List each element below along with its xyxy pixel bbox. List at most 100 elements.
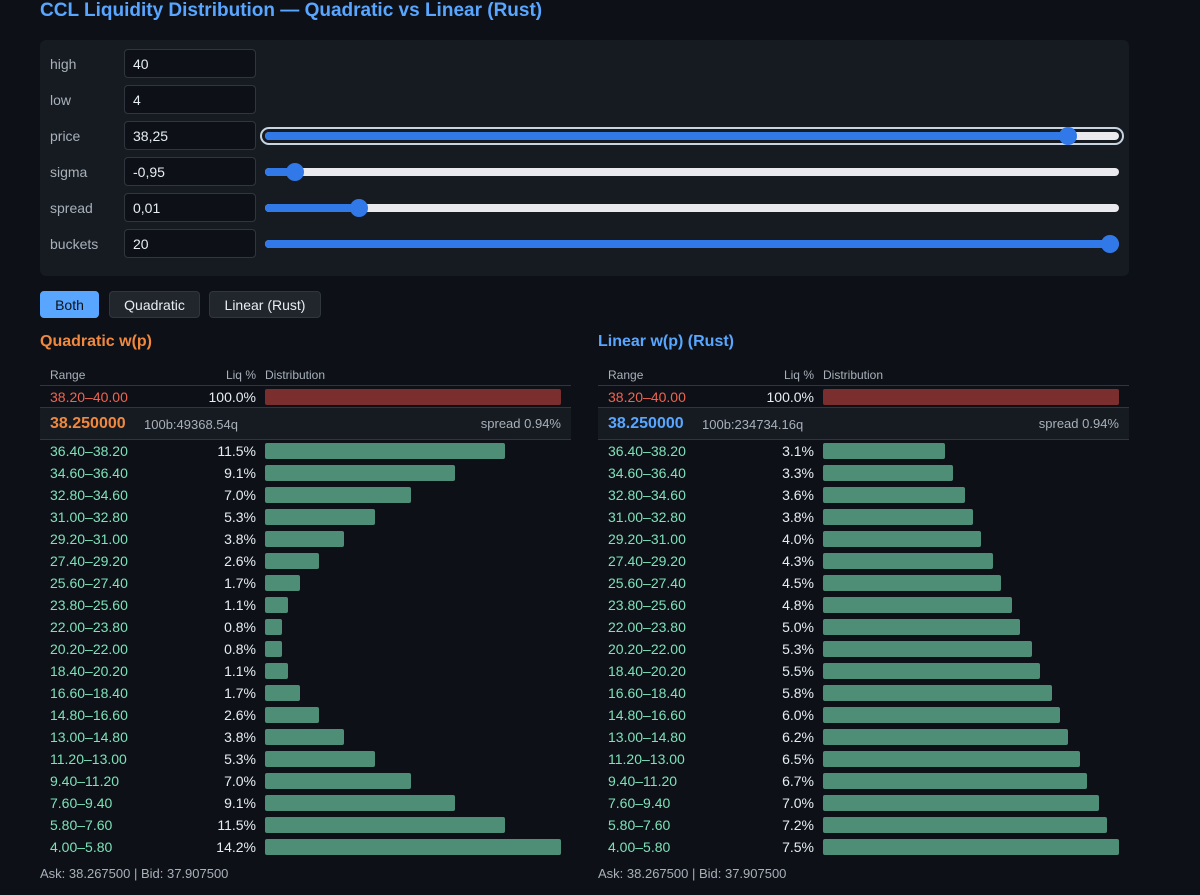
range-cell: 27.40–29.20	[50, 553, 128, 569]
table-row: 7.60–9.40 7.0%	[598, 792, 1129, 814]
distribution-bar	[823, 575, 1001, 591]
distribution-bar	[823, 553, 993, 569]
range-cell: 29.20–31.00	[50, 531, 128, 547]
view-both-button[interactable]: Both	[40, 291, 99, 318]
distribution-bar	[265, 817, 505, 833]
distribution-bar	[823, 817, 1107, 833]
table-row: 9.40–11.20 7.0%	[40, 770, 571, 792]
range-cell: 4.00–5.80	[608, 839, 671, 855]
table-row: 23.80–25.60 4.8%	[598, 594, 1129, 616]
quadratic-panel: Quadratic w(p) Range Liq % Distribution …	[40, 330, 571, 858]
liq-pct-cell: 11.5%	[217, 443, 256, 459]
liq-pct-cell: 4.8%	[782, 597, 814, 613]
range-cell: 18.40–20.20	[608, 663, 686, 679]
spread-input[interactable]	[124, 193, 256, 222]
range-cell: 22.00–23.80	[608, 619, 686, 635]
distribution-bar	[823, 685, 1052, 701]
mid-depth: 100b:49368.54q	[144, 417, 238, 432]
low-label: low	[50, 92, 72, 108]
distribution-bar	[823, 839, 1119, 855]
range-cell: 13.00–14.80	[50, 729, 128, 745]
distribution-bar	[823, 641, 1032, 657]
liq-pct-cell: 3.8%	[224, 531, 256, 547]
table-row: 14.80–16.60 2.6%	[40, 704, 571, 726]
price-slider[interactable]	[260, 127, 1124, 145]
table-row: 31.00–32.80 3.8%	[598, 506, 1129, 528]
mid-depth: 100b:234734.16q	[702, 417, 804, 432]
liq-pct-cell: 6.0%	[782, 707, 814, 723]
range-cell: 5.80–7.60	[608, 817, 671, 833]
mid-price-row: 38.250000 100b:49368.54q spread 0.94%	[40, 408, 571, 440]
sigma-slider-thumb[interactable]	[285, 163, 304, 181]
liq-pct-cell: 4.5%	[782, 575, 814, 591]
bid-rows: 36.40–38.20 11.5% 34.60–36.40 9.1% 32.80–34.…	[40, 440, 571, 858]
table-row: 22.00–23.80 5.0%	[598, 616, 1129, 638]
range-cell: 23.80–25.60	[50, 597, 128, 613]
distribution-column-header: Distribution	[823, 368, 884, 382]
table-row: 5.80–7.60 7.2%	[598, 814, 1129, 836]
liq-pct-cell: 5.3%	[782, 641, 814, 657]
sigma-slider[interactable]	[265, 163, 1119, 181]
bid-rows: 36.40–38.20 3.1% 34.60–36.40 3.3% 32.80–34.6…	[598, 440, 1129, 858]
ask-range: 38.20–40.00	[608, 389, 686, 405]
spread-slider[interactable]	[265, 199, 1119, 217]
liq-pct-cell: 1.1%	[224, 597, 256, 613]
range-cell: 29.20–31.00	[608, 531, 686, 547]
table-row: 34.60–36.40 3.3%	[598, 462, 1129, 484]
liq-pct-cell: 2.6%	[224, 553, 256, 569]
liq-pct-cell: 4.3%	[782, 553, 814, 569]
ask-row: 38.20–40.00 100.0%	[598, 386, 1129, 408]
liq-pct-cell: 7.5%	[782, 839, 814, 855]
liq-pct-cell: 5.3%	[224, 751, 256, 767]
table-row: 20.20–22.00 0.8%	[40, 638, 571, 660]
sigma-input[interactable]	[124, 157, 256, 186]
panel-title: Quadratic w(p)	[40, 333, 153, 350]
distribution-column-header: Distribution	[265, 368, 326, 382]
high-input[interactable]	[124, 49, 256, 78]
quadratic-footer: Ask: 38.267500 | Bid: 37.907500	[40, 866, 229, 881]
range-cell: 13.00–14.80	[608, 729, 686, 745]
low-input[interactable]	[124, 85, 256, 114]
distribution-bar	[823, 729, 1068, 745]
table-row: 4.00–5.80 7.5%	[598, 836, 1129, 858]
liq-pct-cell: 3.3%	[782, 465, 814, 481]
range-cell: 23.80–25.60	[608, 597, 686, 613]
table-row: 36.40–38.20 3.1%	[598, 440, 1129, 462]
price-slider-thumb[interactable]	[1058, 127, 1077, 145]
liq-pct-cell: 7.2%	[782, 817, 814, 833]
range-cell: 31.00–32.80	[50, 509, 128, 525]
liq-column-header: Liq %	[225, 368, 256, 382]
distribution-bar	[265, 619, 282, 635]
mid-price: 38.250000	[608, 415, 684, 432]
distribution-bar	[265, 795, 455, 811]
range-cell: 14.80–16.60	[608, 707, 686, 723]
control-row-sigma: sigma	[40, 157, 1129, 187]
price-input[interactable]	[124, 121, 256, 150]
spread-slider-thumb[interactable]	[349, 199, 368, 217]
range-cell: 36.40–38.20	[50, 443, 128, 459]
buckets-slider-thumb[interactable]	[1101, 235, 1119, 253]
table-row: 5.80–7.60 11.5%	[40, 814, 571, 836]
buckets-input[interactable]	[124, 229, 256, 258]
distribution-bar	[265, 509, 375, 525]
table-row: 11.20–13.00 5.3%	[40, 748, 571, 770]
distribution-bar	[823, 707, 1060, 723]
panel-title: Linear w(p) (Rust)	[598, 333, 734, 350]
table-row: 29.20–31.00 3.8%	[40, 528, 571, 550]
distribution-bar	[265, 531, 344, 547]
control-row-buckets: buckets	[40, 229, 1129, 259]
range-cell: 5.80–7.60	[50, 817, 113, 833]
liq-pct-cell: 7.0%	[782, 795, 814, 811]
table-row: 16.60–18.40 1.7%	[40, 682, 571, 704]
table-row: 16.60–18.40 5.8%	[598, 682, 1129, 704]
view-quadratic-button[interactable]: Quadratic	[109, 291, 200, 318]
column-header: Range Liq % Distribution	[598, 364, 1129, 386]
buckets-slider[interactable]	[265, 235, 1119, 253]
range-cell: 18.40–20.20	[50, 663, 128, 679]
mid-price: 38.250000	[50, 415, 126, 432]
range-cell: 11.20–13.00	[608, 751, 685, 767]
table-row: 27.40–29.20 4.3%	[598, 550, 1129, 572]
range-cell: 7.60–9.40	[608, 795, 671, 811]
linear-panel: Linear w(p) (Rust) Range Liq % Distribut…	[598, 330, 1129, 858]
view-linear-button[interactable]: Linear (Rust)	[209, 291, 321, 318]
